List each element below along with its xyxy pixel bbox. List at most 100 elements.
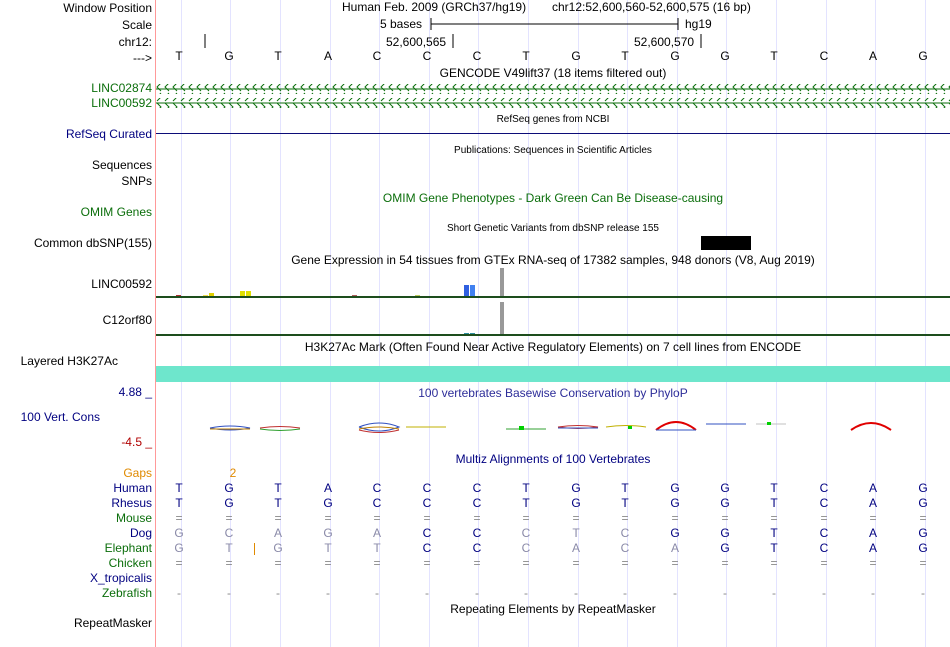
chicken-base: = <box>274 556 282 570</box>
human-base: C <box>819 481 829 495</box>
reference-base: C <box>422 49 432 63</box>
rhesus-base: C <box>422 496 432 510</box>
track-label-repeatmasker[interactable]: RepeatMasker <box>73 616 152 630</box>
human-base: C <box>372 481 382 495</box>
gencode-genes[interactable] <box>156 82 950 110</box>
mouse-base: = <box>522 511 530 525</box>
mouse-base: = <box>869 511 877 525</box>
dbsnp-variant[interactable] <box>701 236 751 250</box>
mouse-base: = <box>572 511 580 525</box>
mouse-base: = <box>473 511 481 525</box>
human-base: G <box>670 481 680 495</box>
elephant-base: G <box>720 541 730 555</box>
reference-base: T <box>621 49 629 63</box>
refseq-track-title: RefSeq genes from NCBI <box>496 114 610 125</box>
gtex-c12orf80-bars[interactable] <box>156 302 950 335</box>
species-label-chicken: Chicken <box>108 556 152 570</box>
mouse-base: = <box>770 511 778 525</box>
chicken-base: = <box>225 556 233 570</box>
assembly-title: Human Feb. 2009 (GRCh37/hg19) <box>342 0 527 14</box>
position-readout: chr12:52,600,560-52,600,575 (16 bp) <box>552 0 751 14</box>
gtex-linc00592-bars[interactable] <box>156 268 950 298</box>
track-label-refseq[interactable]: RefSeq Curated <box>65 127 152 141</box>
scale-label: Scale <box>121 18 152 32</box>
reference-base: A <box>868 49 877 63</box>
zebrafish-base: - <box>177 586 181 600</box>
grid-line <box>578 0 579 647</box>
track-label-snps[interactable]: SNPs <box>121 174 152 188</box>
zebrafish-base: - <box>475 586 479 600</box>
grid-line <box>677 0 678 647</box>
track-label-h3k27ac[interactable]: Layered H3K27Ac <box>20 354 118 368</box>
alignment-row-mouse: = = = = = = = = = = = = = = = = <box>156 511 950 526</box>
dog-base: G <box>720 526 730 540</box>
track-label-conservation[interactable]: 100 Vert. Cons <box>20 410 100 424</box>
track-label-gtex-linc00592[interactable]: LINC00592 <box>91 277 152 291</box>
conservation-max-label: 4.88 _ <box>118 385 152 399</box>
dog-base: T <box>572 526 580 540</box>
human-base: T <box>770 481 778 495</box>
track-label-linc00592[interactable]: LINC00592 <box>91 96 152 110</box>
grid-line <box>429 0 430 647</box>
species-label-elephant: Elephant <box>104 541 152 555</box>
track-label-sequences[interactable]: Sequences <box>91 158 152 172</box>
track-label-linc02874[interactable]: LINC02874 <box>91 81 152 95</box>
track-label-omim[interactable]: OMIM Genes <box>80 205 152 219</box>
reference-base: A <box>323 49 332 63</box>
dog-base: C <box>819 526 829 540</box>
human-base: T <box>274 481 282 495</box>
publications-track-title: Publications: Sequences in Scientific Ar… <box>454 145 652 156</box>
zebrafish-base: - <box>425 586 429 600</box>
track-label-dbsnp[interactable]: Common dbSNP(155) <box>33 236 152 250</box>
phylop-signal[interactable] <box>156 415 950 439</box>
zebrafish-base: - <box>723 586 727 600</box>
track-label-sidebar: Window Position Scale chr12: ---> LINC02… <box>0 0 154 647</box>
grid-line <box>280 0 281 647</box>
human-base: C <box>472 481 482 495</box>
grid-line <box>726 0 727 647</box>
zebrafish-base: - <box>623 586 627 600</box>
zebrafish-base: - <box>375 586 379 600</box>
omim-track-title: OMIM Gene Phenotypes - Dark Green Can Be… <box>382 191 724 205</box>
human-base: C <box>422 481 432 495</box>
chicken-base: = <box>572 556 580 570</box>
human-base: T <box>621 481 629 495</box>
reference-base: T <box>522 49 530 63</box>
h3k27ac-signal[interactable] <box>156 366 950 382</box>
refseq-gene-line[interactable] <box>156 133 950 134</box>
grid-line <box>925 0 926 647</box>
rhesus-base: T <box>770 496 778 510</box>
species-label-xtropicalis: X_tropicalis <box>89 571 152 585</box>
chicken-base: = <box>324 556 332 570</box>
elephant-base: A <box>571 541 580 555</box>
elephant-base: C <box>472 541 482 555</box>
elephant-base: A <box>670 541 679 555</box>
reference-base: G <box>224 49 234 63</box>
browser-image[interactable]: Human Feb. 2009 (GRCh37/hg19) chr12:52,6… <box>156 0 950 647</box>
rhesus-base: C <box>472 496 482 510</box>
rhesus-base: T <box>621 496 629 510</box>
human-base: A <box>868 481 877 495</box>
zebrafish-base: - <box>574 586 578 600</box>
human-base: G <box>224 481 234 495</box>
rhesus-base: T <box>175 496 183 510</box>
ruler-ticks <box>204 34 702 48</box>
chicken-base: = <box>621 556 629 570</box>
rhesus-base: G <box>670 496 680 510</box>
h3k27ac-track-title: H3K27Ac Mark (Often Found Near Active Re… <box>304 340 802 354</box>
reference-base: T <box>274 49 282 63</box>
mouse-base: = <box>225 511 233 525</box>
track-label-gtex-c12orf80[interactable]: C12orf80 <box>102 313 152 327</box>
elephant-base: G <box>273 541 283 555</box>
chrom-label: chr12: <box>118 35 152 49</box>
sidebar-divider <box>155 0 156 647</box>
rhesus-base: C <box>819 496 829 510</box>
gap-count: 2 <box>229 466 237 480</box>
base-grid <box>156 0 950 647</box>
dog-base: G <box>323 526 333 540</box>
mouse-base: = <box>373 511 381 525</box>
zebrafish-base: - <box>921 586 925 600</box>
